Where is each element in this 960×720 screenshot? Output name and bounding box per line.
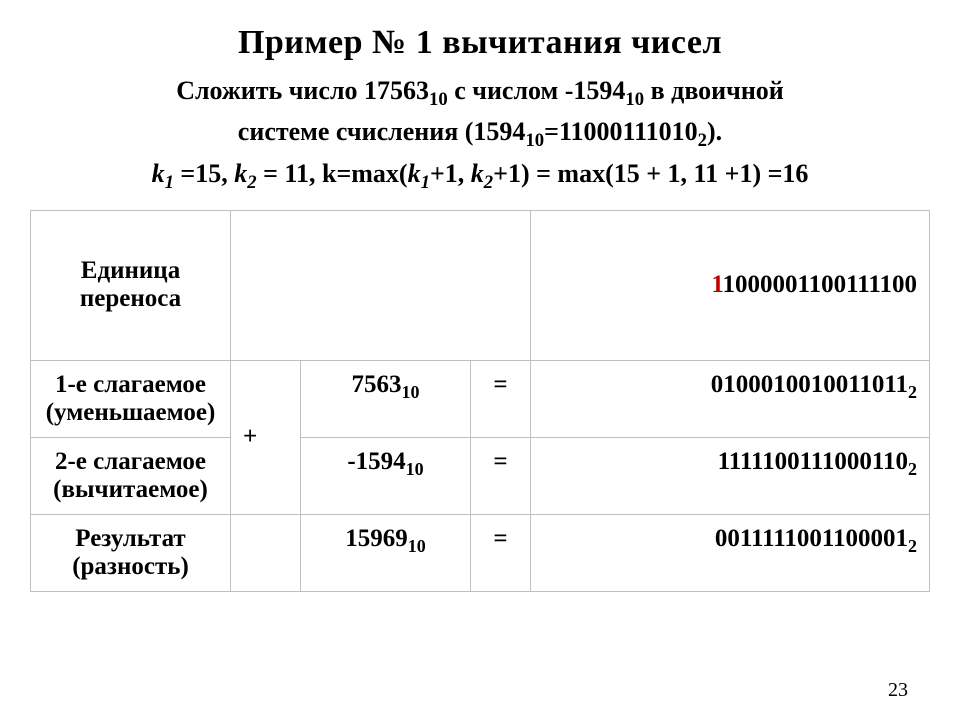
addend2-decimal: -159410 [301, 437, 471, 514]
sub: 10 [625, 89, 644, 110]
var-k: k [408, 159, 421, 188]
addend1-decimal: 756310 [301, 360, 471, 437]
addend2-label: 2-е слагаемое (вычитаемое) [31, 437, 231, 514]
empty-cell [231, 514, 301, 591]
table-row-addend2: 2-е слагаемое (вычитаемое) -159410 = 111… [31, 437, 930, 514]
sub: 2 [908, 382, 917, 402]
calculation-table: Единица переноса 11000001100111100 1-е с… [30, 210, 930, 592]
txt: с числом -1594 [448, 76, 626, 105]
txt: = 11, k=max( [257, 159, 408, 188]
problem-statement: Сложить число 1756310 с числом -159410 в… [30, 72, 930, 196]
sub: 10 [408, 536, 426, 556]
intro-line2: системе счисления (159410=110001110102). [238, 117, 722, 146]
val: 0011111001100001 [715, 525, 908, 552]
txt: =11000111010 [544, 117, 698, 146]
txt: +1, [430, 159, 471, 188]
txt: Сложить число 17563 [176, 76, 429, 105]
val: 7563 [352, 371, 402, 398]
equals: = [471, 437, 531, 514]
equals: = [471, 360, 531, 437]
txt: в двоичной [644, 76, 784, 105]
sub: 2 [698, 131, 707, 152]
sub: 1 [165, 172, 174, 193]
addend1-binary: 01000100100110112 [531, 360, 930, 437]
intro-line1: Сложить число 1756310 с числом -159410 в… [176, 76, 784, 105]
carry-bits-rest: 1000001100111100 [723, 271, 917, 298]
operator-plus: + [231, 360, 301, 514]
txt: (разность) [72, 553, 189, 580]
sub: 2 [908, 536, 917, 556]
var-k: k [234, 159, 247, 188]
result-decimal: 1596910 [301, 514, 471, 591]
val: 0100010010011011 [711, 371, 908, 398]
sub: 2 [908, 459, 917, 479]
txt: (вычитаемое) [53, 476, 208, 503]
val: -1594 [347, 448, 405, 475]
sub: 1 [421, 172, 430, 193]
table-row-addend1: 1-е слагаемое (уменьшаемое) + 756310 = 0… [31, 360, 930, 437]
txt: +1) = max(15 + 1, 11 +1) =16 [493, 159, 808, 188]
carry-label: Единица переноса [31, 210, 231, 360]
slide-page: Пример № 1 вычитания чисел Сложить число… [0, 0, 960, 720]
val: 15969 [345, 525, 408, 552]
txt: (уменьшаемое) [46, 399, 216, 426]
page-title: Пример № 1 вычитания чисел [30, 24, 930, 62]
txt: ). [707, 117, 722, 146]
var-k: k [471, 159, 484, 188]
intro-line3: k1 =15, k2 = 11, k=max(k1+1, k2+1) = max… [152, 159, 809, 188]
result-label: Результат (разность) [31, 514, 231, 591]
txt: =15, [174, 159, 234, 188]
table-row-carry: Единица переноса 11000001100111100 [31, 210, 930, 360]
sub: 2 [484, 172, 493, 193]
page-number: 23 [888, 679, 908, 702]
txt: 1-е слагаемое [55, 371, 206, 398]
carry-overflow-bit: 1 [711, 271, 722, 298]
sub: 10 [402, 382, 420, 402]
table-row-result: Результат (разность) 1596910 = 001111100… [31, 514, 930, 591]
addend1-label: 1-е слагаемое (уменьшаемое) [31, 360, 231, 437]
txt: системе счисления (1594 [238, 117, 526, 146]
empty-cell [231, 210, 531, 360]
txt: Результат [75, 525, 185, 552]
sub: 10 [525, 131, 544, 152]
sub: 2 [247, 172, 256, 193]
txt: 2-е слагаемое [55, 448, 206, 475]
addend2-binary: 11111001110001102 [531, 437, 930, 514]
sub: 10 [406, 459, 424, 479]
equals: = [471, 514, 531, 591]
carry-bits: 11000001100111100 [531, 210, 930, 360]
var-k: k [152, 159, 165, 188]
result-binary: 00111110011000012 [531, 514, 930, 591]
val: 1111100111000110 [718, 448, 908, 475]
sub: 10 [429, 89, 448, 110]
